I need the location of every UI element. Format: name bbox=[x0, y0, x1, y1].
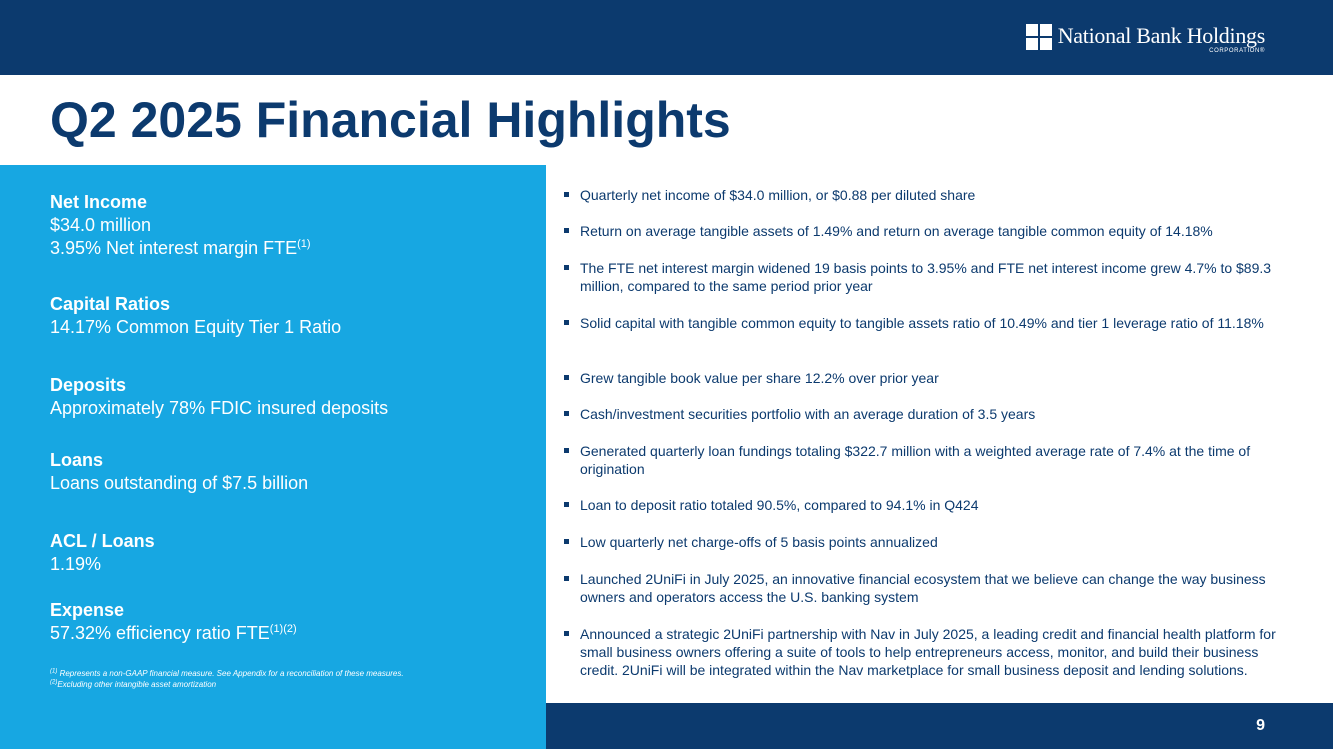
footnotes: (1) Represents a non-GAAP financial meas… bbox=[50, 668, 404, 690]
metrics-panel bbox=[0, 165, 546, 749]
metric-value: 1.19% bbox=[50, 554, 102, 574]
highlight-item: Grew tangible book value per share 12.2%… bbox=[564, 369, 1279, 387]
metric-value: Approximately 78% FDIC insured deposits bbox=[50, 398, 389, 418]
logo-subtitle: CORPORATION® bbox=[1209, 48, 1265, 54]
metric-label: Deposits bbox=[50, 375, 127, 395]
metric-deposits: Deposits Approximately 78% FDIC insured … bbox=[50, 374, 388, 420]
highlight-item: Solid capital with tangible common equit… bbox=[564, 314, 1279, 332]
footnote-text: Represents a non-GAAP financial measure.… bbox=[57, 669, 404, 678]
metric-expense: Expense 57.32% efficiency ratio FTE(1)(2… bbox=[50, 599, 297, 645]
metric-label: ACL / Loans bbox=[50, 531, 155, 551]
logo-squares-icon bbox=[1025, 24, 1052, 50]
footnote-text: Excluding other intangible asset amortiz… bbox=[57, 680, 217, 689]
footer-bar: 9 bbox=[546, 703, 1333, 749]
metric-loans: Loans Loans outstanding of $7.5 billion bbox=[50, 449, 308, 495]
metric-net-income: Net Income $34.0 million 3.95% Net inter… bbox=[50, 191, 311, 260]
highlight-item: Generated quarterly loan fundings totali… bbox=[564, 442, 1279, 478]
metric-detail-text: 3.95% Net interest margin FTE bbox=[50, 238, 298, 258]
highlight-item: Return on average tangible assets of 1.4… bbox=[564, 222, 1279, 240]
metric-value: 57.32% efficiency ratio FTE(1)(2) bbox=[50, 622, 297, 645]
highlight-item: Announced a strategic 2UniFi partnership… bbox=[564, 625, 1279, 679]
page-number: 9 bbox=[1256, 717, 1265, 734]
company-logo: National Bank Holdings CORPORATION® bbox=[1025, 22, 1266, 54]
highlight-item: Loan to deposit ratio totaled 90.5%, com… bbox=[564, 496, 1279, 514]
highlight-item: Low quarterly net charge-offs of 5 basis… bbox=[564, 533, 1279, 551]
slide-title: Q2 2025 Financial Highlights bbox=[50, 92, 731, 148]
metric-label: Capital Ratios bbox=[50, 294, 171, 314]
header-bar: National Bank Holdings CORPORATION® bbox=[0, 0, 1333, 75]
metric-value-text: 57.32% efficiency ratio FTE bbox=[50, 623, 270, 643]
metric-value: Loans outstanding of $7.5 billion bbox=[50, 473, 309, 493]
metric-detail: 3.95% Net interest margin FTE(1) bbox=[50, 237, 311, 260]
logo-name: National Bank Holdings bbox=[1057, 23, 1266, 48]
footnote-2: (2)Excluding other intangible asset amor… bbox=[50, 679, 404, 690]
metric-label: Expense bbox=[50, 600, 125, 620]
metric-value: 14.17% Common Equity Tier 1 Ratio bbox=[50, 317, 342, 337]
metric-capital-ratios: Capital Ratios 14.17% Common Equity Tier… bbox=[50, 293, 341, 339]
footnote-ref: (1) bbox=[297, 238, 311, 250]
footnote-mark: (1) bbox=[50, 668, 58, 675]
highlight-item: Quarterly net income of $34.0 million, o… bbox=[564, 186, 1279, 204]
footnote-ref: (1)(2) bbox=[269, 623, 297, 635]
metric-value: $34.0 million bbox=[50, 215, 152, 235]
metric-label: Net Income bbox=[50, 192, 148, 212]
footnote-1: (1) Represents a non-GAAP financial meas… bbox=[50, 668, 404, 679]
highlight-item: The FTE net interest margin widened 19 b… bbox=[564, 259, 1279, 295]
highlight-item: Launched 2UniFi in July 2025, an innovat… bbox=[564, 570, 1279, 606]
metric-label: Loans bbox=[50, 450, 104, 470]
footnote-mark: (2) bbox=[50, 679, 58, 686]
highlight-item: Cash/investment securities portfolio wit… bbox=[564, 405, 1279, 423]
metric-acl-loans: ACL / Loans 1.19% bbox=[50, 530, 155, 576]
